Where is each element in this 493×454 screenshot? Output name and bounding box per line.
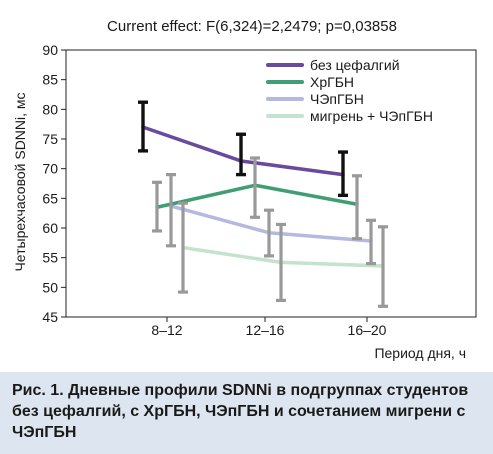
legend-label: без цефалгий: [310, 57, 400, 73]
x-axis: 8–12 12–16 16–20: [151, 317, 387, 338]
figure-caption: Рис. 1. Дневные профили SDNNi в подгрупп…: [12, 382, 469, 441]
y-tick-label: 85: [42, 72, 58, 88]
error-bar: [276, 222, 286, 302]
x-axis-label: Период дня, ч: [374, 345, 466, 361]
x-tick-label: 16–20: [348, 322, 387, 338]
y-tick-label: 80: [42, 101, 58, 117]
error-bar: [166, 173, 176, 248]
plot-area: [65, 49, 477, 318]
error-bar: [378, 225, 388, 308]
error-bar: [366, 218, 376, 266]
error-bar: [338, 150, 348, 198]
error-bar: [250, 156, 260, 219]
y-tick-label: 65: [42, 190, 58, 206]
error-bar: [178, 201, 188, 294]
error-bar: [264, 208, 274, 258]
plot-panel: Current effect: F(6,324)=2,2479; p=0,038…: [0, 0, 493, 372]
y-tick-label: 45: [42, 309, 58, 325]
error-bars: [138, 100, 388, 308]
error-bar: [236, 132, 246, 177]
caption-panel: Рис. 1. Дневные профили SDNNi в подгрупп…: [0, 372, 493, 454]
legend-label: ХрГБН: [310, 74, 354, 90]
error-bar: [152, 180, 162, 233]
chart-title: Current effect: F(6,324)=2,2479; p=0,038…: [107, 18, 397, 35]
y-tick-label: 55: [42, 250, 58, 266]
y-tick-label: 75: [42, 131, 58, 147]
y-tick-label: 50: [42, 279, 58, 295]
error-bar: [138, 100, 148, 153]
error-bar: [352, 174, 362, 241]
y-tick-label: 90: [42, 42, 58, 58]
y-tick-label: 60: [42, 220, 58, 236]
y-tick-label: 70: [42, 161, 58, 177]
x-tick-label: 8–12: [151, 322, 182, 338]
y-axis: 45 50 55 60 65 70 75 80 85 90: [42, 42, 66, 325]
legend-label: мигрень + ЧЭпГБН: [310, 108, 433, 124]
chart-svg: Current effect: F(6,324)=2,2479; p=0,038…: [12, 18, 477, 361]
x-tick-label: 12–16: [246, 322, 285, 338]
y-axis-label: Четырехчасовой SDNNi, мс: [12, 92, 28, 271]
legend-label: ЧЭпГБН: [310, 91, 364, 107]
